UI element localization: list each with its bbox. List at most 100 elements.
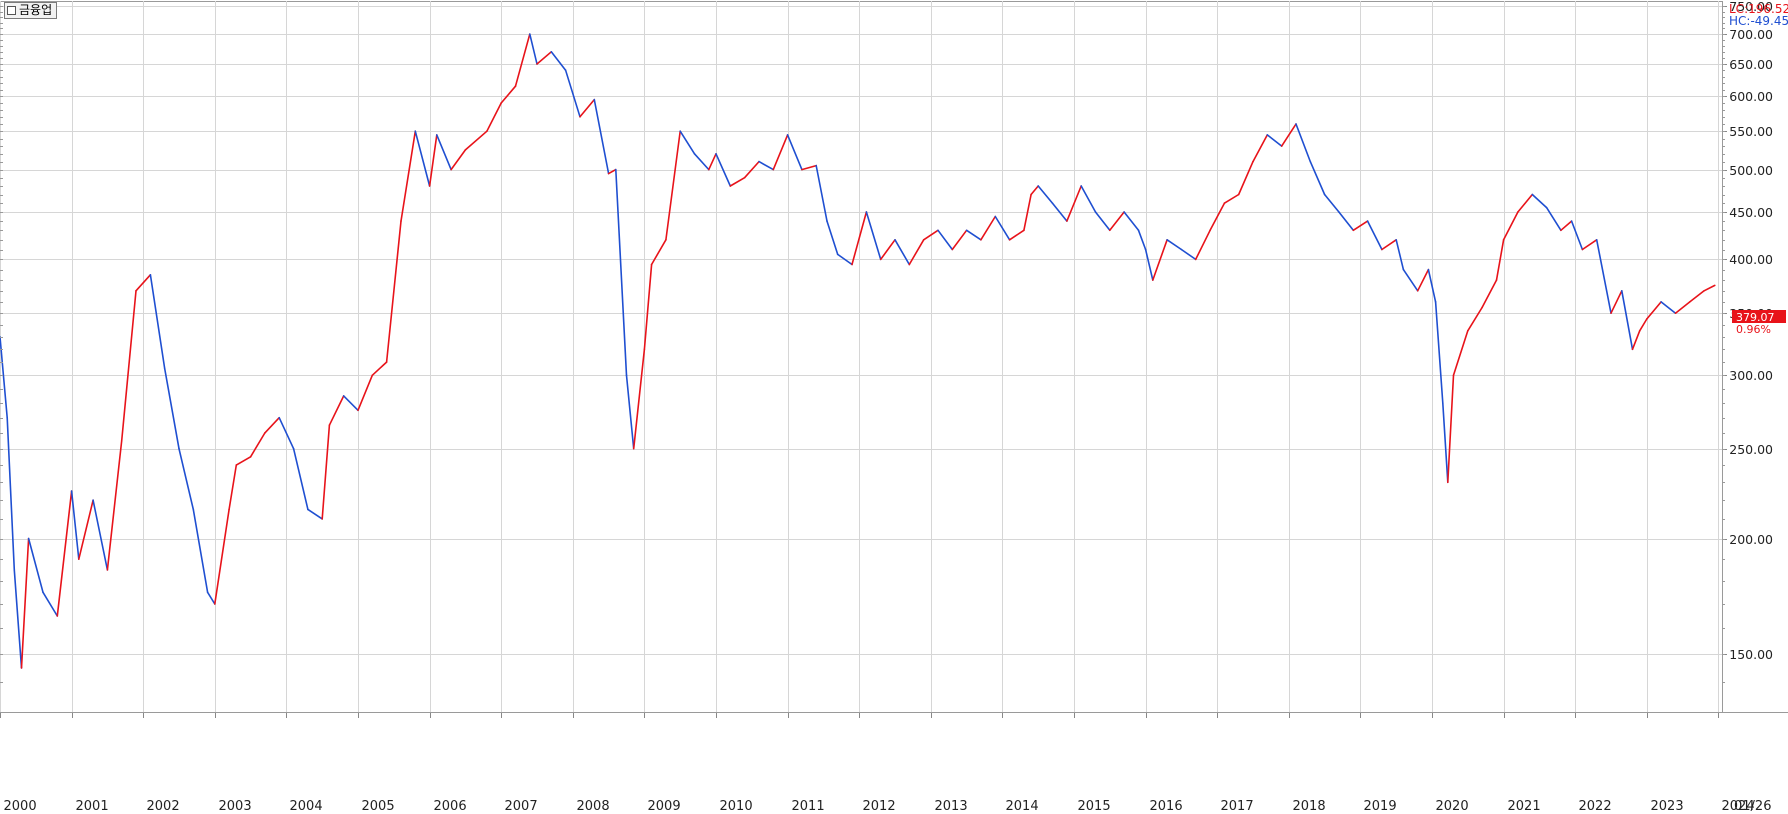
price-segment-up — [1560, 220, 1573, 232]
price-segment-up — [922, 229, 939, 241]
y-tick-label: 600.00 — [1729, 89, 1773, 104]
price-segment-down — [149, 273, 166, 370]
price-segment-down — [278, 416, 295, 450]
price-segment-down — [13, 569, 23, 669]
price-segment-down — [758, 160, 775, 171]
price-segment-up — [235, 455, 252, 466]
y-tick-label: 300.00 — [1729, 368, 1773, 383]
price-segment-up — [1223, 193, 1240, 204]
price-segment-down — [163, 367, 180, 450]
price-segment-up — [385, 220, 402, 363]
price-segment-up — [1066, 185, 1082, 222]
price-segment-down — [342, 395, 359, 412]
price-segment-up — [1194, 229, 1211, 261]
price-segment-up — [1517, 193, 1534, 213]
price-segment-up — [1481, 279, 1498, 309]
price-segment-up — [264, 416, 281, 434]
price-segment-down — [6, 416, 16, 571]
price-segment-up — [536, 50, 553, 65]
x-tick-label: 2021 — [1508, 799, 1541, 814]
price-segment-up — [486, 102, 503, 132]
price-segment-up — [908, 239, 925, 266]
y-tick-label: 150.00 — [1729, 647, 1773, 662]
price-segment-down — [1051, 202, 1068, 222]
price-segment-up — [1280, 123, 1297, 147]
price-segment-down — [1037, 185, 1054, 204]
title-tab[interactable]: 금융업 — [4, 2, 58, 19]
price-segment-down — [865, 211, 882, 261]
price-segment-down — [1295, 123, 1312, 163]
price-segment-up — [665, 130, 682, 241]
price-segment-up — [357, 374, 374, 412]
price-segment-down — [0, 336, 8, 419]
price-segment-down — [1323, 193, 1340, 213]
price-segment-down — [937, 229, 954, 251]
x-tick-label: 2007 — [505, 799, 538, 814]
price-segment-down — [92, 499, 109, 571]
price-segment-down — [27, 537, 44, 594]
price-segment-up — [707, 153, 717, 171]
price-segment-up — [801, 164, 818, 171]
price-segment-up — [643, 263, 653, 351]
x-tick-label: 2020 — [1436, 799, 1469, 814]
x-tick-label: 2000 — [4, 799, 37, 814]
price-segment-down — [1123, 211, 1140, 232]
hc-label: HC:-49.45 — [1729, 14, 1788, 28]
price-segment-down — [307, 508, 324, 520]
y-tick-label: 400.00 — [1729, 252, 1773, 267]
y-tick-label: 500.00 — [1729, 163, 1773, 178]
price-segment-down — [1094, 211, 1111, 232]
price-segment-up — [632, 348, 646, 450]
last-price-label: 379.07 — [1736, 311, 1775, 324]
y-tick-label: 550.00 — [1729, 124, 1773, 139]
price-segment-up — [514, 33, 531, 87]
price-segment-up — [879, 239, 896, 261]
x-tick-label: 2009 — [648, 799, 681, 814]
price-segment-up — [1416, 268, 1430, 292]
price-segment-down — [414, 130, 431, 187]
price-segment-up — [1581, 239, 1598, 251]
price-segment-down — [1434, 301, 1444, 404]
price-segment-up — [743, 160, 760, 179]
price-segment-down — [528, 33, 538, 65]
price-segment-up — [1452, 329, 1469, 377]
price-segment-down — [1531, 193, 1548, 209]
price-segment-up — [1209, 202, 1226, 232]
info-panel: LC:196.52 HC:-49.45 379.07 0.96% 01/26 — [1729, 2, 1788, 814]
price-segment-up — [249, 432, 266, 458]
price-segment-up — [214, 508, 230, 605]
date-label: 01/26 — [1734, 799, 1771, 814]
price-segment-down — [965, 229, 982, 241]
price-segment-down — [550, 50, 567, 71]
price-segment-up — [450, 149, 467, 171]
price-segment-down — [178, 447, 195, 511]
price-segment-up — [1152, 239, 1168, 281]
price-segment-down — [1366, 220, 1383, 251]
price-segment-down — [1080, 185, 1097, 213]
price-segment-up — [56, 490, 73, 617]
price-segment-down — [1266, 134, 1283, 147]
price-segment-down — [1338, 211, 1355, 232]
price-segment-down — [1166, 239, 1183, 251]
price-segment-up — [1381, 239, 1397, 251]
price-segment-up — [1352, 220, 1369, 232]
price-segment-up — [1646, 301, 1662, 320]
price-segment-up — [951, 229, 968, 251]
x-tick-label: 2006 — [434, 799, 467, 814]
x-tick-label: 2002 — [147, 799, 180, 814]
price-segment-up — [500, 85, 517, 104]
price-segment-up — [1023, 193, 1032, 232]
x-tick-label: 2013 — [935, 799, 968, 814]
price-segment-down — [786, 134, 803, 171]
price-segment-up — [328, 395, 345, 427]
x-tick-label: 2017 — [1221, 799, 1254, 814]
price-segment-up — [106, 439, 123, 571]
price-segment-up — [579, 98, 596, 118]
price-segment-down — [1309, 160, 1326, 196]
price-segment-up — [1610, 289, 1623, 315]
x-tick-label: 2011 — [792, 799, 825, 814]
x-tick-label: 2018 — [1293, 799, 1326, 814]
price-segment-down — [625, 374, 635, 450]
